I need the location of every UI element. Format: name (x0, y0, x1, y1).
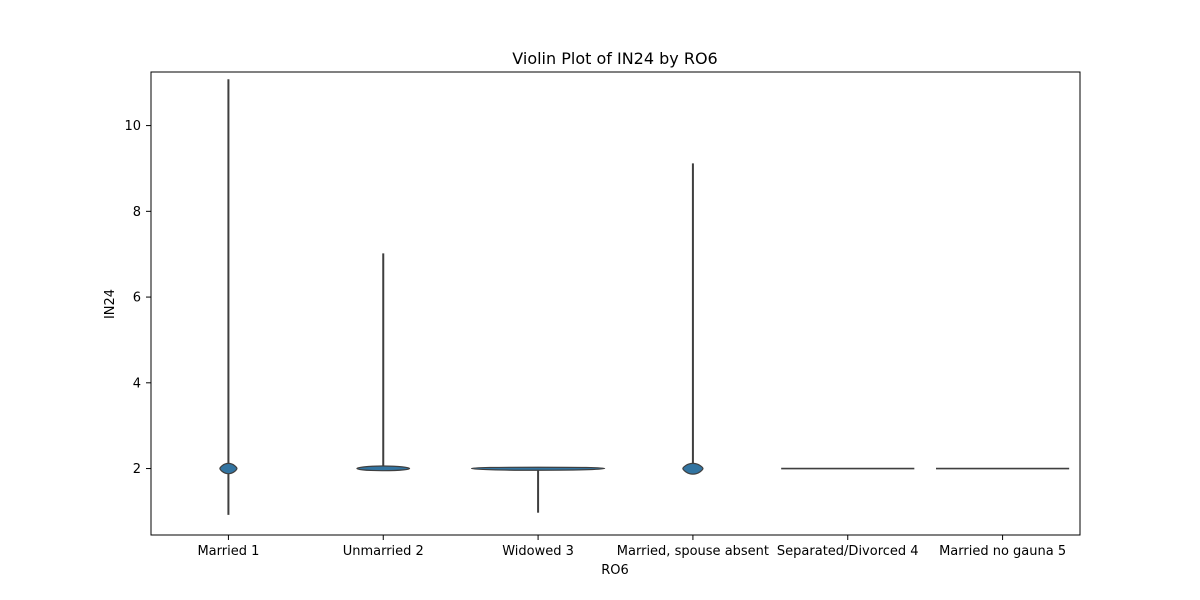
y-tick-label: 2 (133, 462, 141, 477)
x-tick-label: Married no gauna 5 (939, 544, 1066, 559)
x-axis-title: RO6 (601, 563, 629, 578)
violin-3 (470, 466, 606, 513)
violin-body (470, 466, 606, 471)
axes: Married 1 Unmarried 2 Widowed 3 Married, sp… (124, 71, 1081, 559)
violin-body (682, 462, 704, 475)
y-tick-label: 6 (133, 291, 141, 306)
x-tick-label: Married, spouse absent (617, 544, 769, 559)
x-tick-label: Widowed 3 (502, 544, 574, 559)
y-tick-label: 10 (124, 119, 141, 134)
violin-body (219, 462, 238, 475)
y-axis-title: IN24 (103, 289, 118, 319)
y-tick-label: 8 (133, 205, 141, 220)
violin-4 (682, 163, 704, 475)
y-tick-label: 4 (133, 376, 141, 391)
violin-1 (219, 79, 238, 515)
violin-body (356, 465, 411, 472)
plot-area (219, 79, 1070, 515)
plot-frame (150, 71, 1081, 536)
x-tick-label: Unmarried 2 (343, 544, 424, 559)
chart-title: Violin Plot of IN24 by RO6 (512, 49, 717, 68)
x-tick-label: Married 1 (197, 544, 259, 559)
violin-2 (356, 253, 411, 472)
x-tick-label: Separated/Divorced 4 (777, 544, 919, 559)
